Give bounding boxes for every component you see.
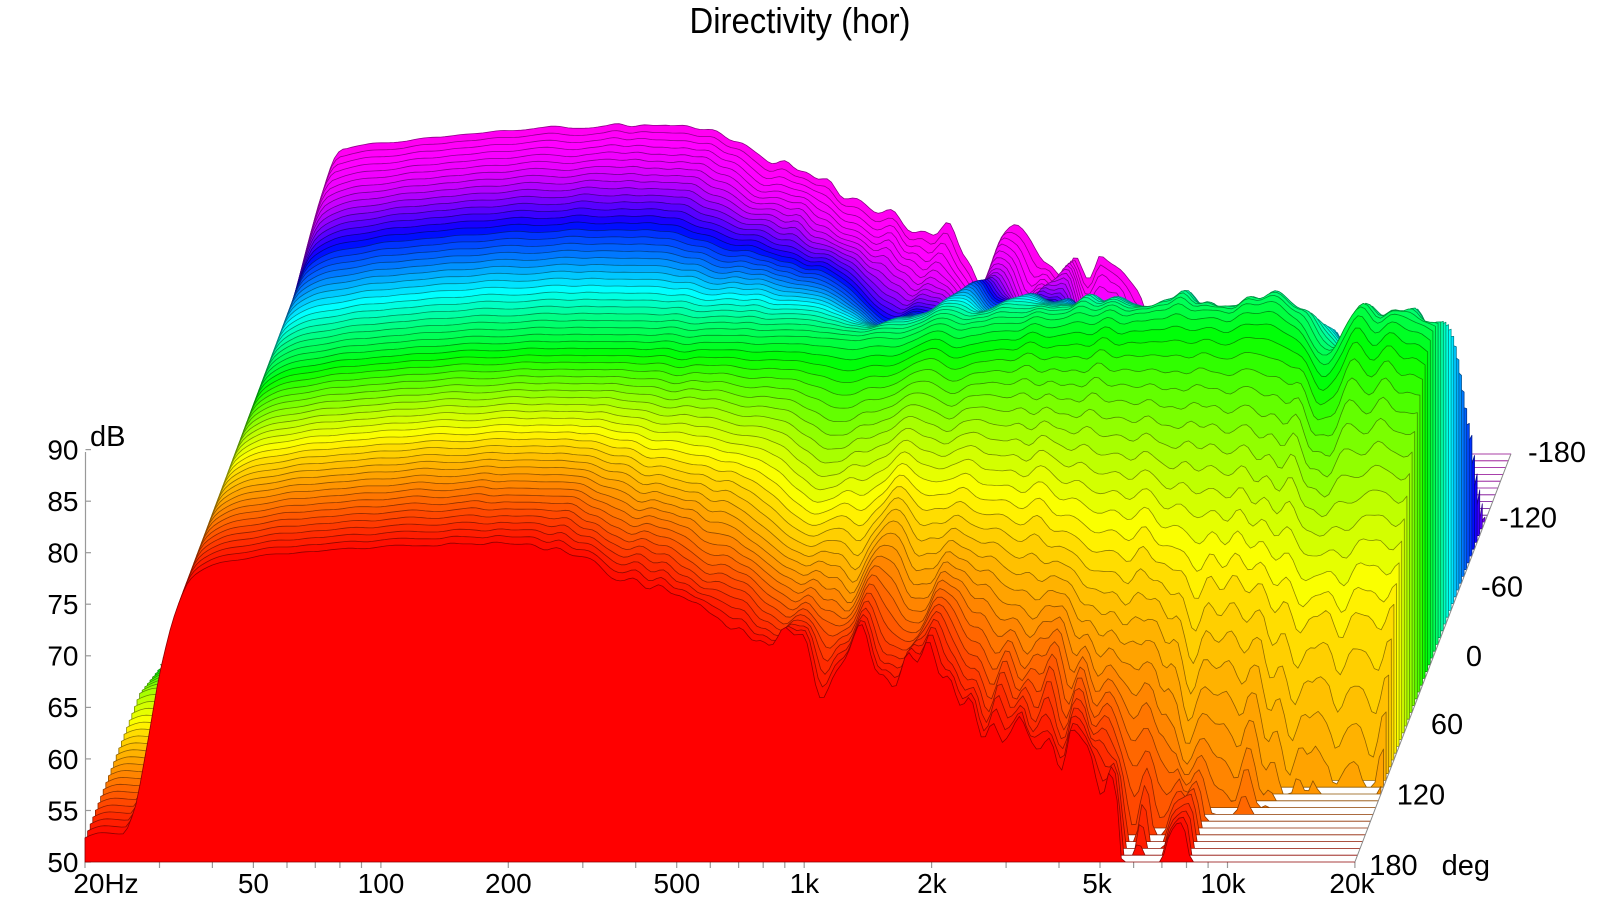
svg-text:100: 100	[358, 868, 405, 899]
svg-text:70: 70	[47, 641, 78, 672]
svg-text:5k: 5k	[1082, 868, 1113, 899]
svg-text:65: 65	[47, 692, 78, 723]
svg-text:dB: dB	[90, 421, 125, 453]
svg-text:20k: 20k	[1329, 868, 1375, 899]
svg-text:deg: deg	[1442, 850, 1490, 882]
svg-text:120: 120	[1397, 780, 1445, 812]
svg-text:50: 50	[47, 847, 78, 878]
svg-text:85: 85	[47, 486, 78, 517]
svg-text:200: 200	[485, 868, 532, 899]
svg-text:-120: -120	[1499, 503, 1557, 535]
svg-text:10k: 10k	[1200, 868, 1246, 899]
svg-text:20Hz: 20Hz	[73, 868, 138, 899]
svg-text:0: 0	[1466, 641, 1482, 673]
svg-text:50: 50	[238, 868, 269, 899]
svg-text:180: 180	[1369, 850, 1417, 882]
svg-text:90: 90	[47, 435, 78, 466]
svg-text:75: 75	[47, 589, 78, 620]
svg-text:Directivity (hor): Directivity (hor)	[690, 0, 911, 41]
svg-text:2k: 2k	[917, 868, 948, 899]
svg-text:80: 80	[47, 538, 78, 569]
svg-text:60: 60	[1431, 709, 1463, 741]
svg-text:1k: 1k	[790, 868, 821, 899]
svg-text:60: 60	[47, 744, 78, 775]
svg-text:55: 55	[47, 795, 78, 826]
svg-text:-60: -60	[1481, 572, 1523, 604]
svg-text:500: 500	[654, 868, 701, 899]
svg-text:-180: -180	[1528, 437, 1586, 469]
